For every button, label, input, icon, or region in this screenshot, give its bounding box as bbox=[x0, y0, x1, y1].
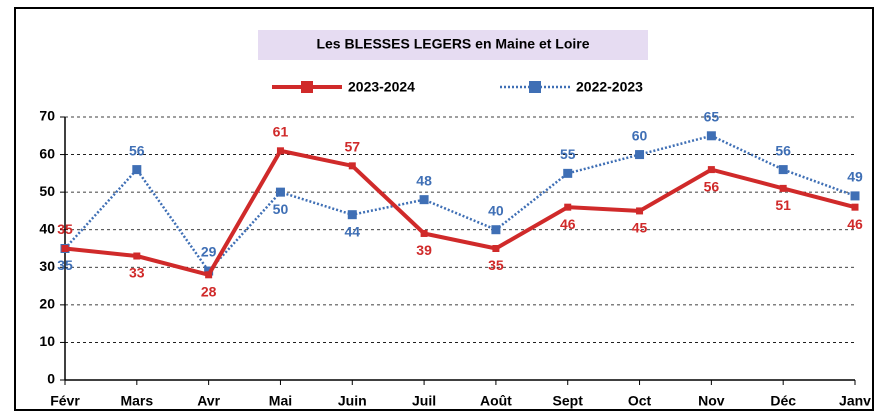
point-marker bbox=[850, 191, 860, 201]
x-tick-label: Avr bbox=[197, 393, 220, 409]
point-marker bbox=[851, 203, 859, 211]
x-tick-label: Août bbox=[480, 393, 512, 409]
legend-marker bbox=[301, 81, 313, 93]
x-tick-label: Nov bbox=[698, 393, 725, 409]
series-line bbox=[64, 148, 856, 278]
data-label: 46 bbox=[560, 216, 576, 232]
data-label: 44 bbox=[344, 223, 360, 239]
data-label: 56 bbox=[129, 142, 145, 158]
data-label: 35 bbox=[57, 221, 73, 237]
x-tick-label: Déc bbox=[770, 393, 796, 409]
data-label: 56 bbox=[775, 142, 791, 158]
point-marker bbox=[347, 210, 357, 220]
data-label: 51 bbox=[775, 197, 791, 213]
point-marker bbox=[348, 162, 356, 170]
x-tick-label: Mars bbox=[120, 393, 153, 409]
x-tick-label: Févr bbox=[50, 393, 80, 409]
data-label: 61 bbox=[273, 124, 289, 140]
data-label: 39 bbox=[416, 242, 432, 258]
data-label: 49 bbox=[847, 169, 863, 185]
y-tick-label: 40 bbox=[39, 220, 55, 236]
x-tick-label: Sept bbox=[553, 393, 584, 409]
point-marker bbox=[563, 168, 573, 178]
data-label: 35 bbox=[488, 257, 504, 273]
data-label: 46 bbox=[847, 216, 863, 232]
x-tick-label: Oct bbox=[628, 393, 652, 409]
data-label: 55 bbox=[560, 146, 576, 162]
point-marker bbox=[420, 229, 428, 237]
legend-marker bbox=[529, 81, 541, 93]
point-marker bbox=[133, 252, 141, 260]
y-tick-label: 30 bbox=[39, 258, 55, 274]
data-label: 40 bbox=[488, 202, 504, 218]
data-label: 29 bbox=[201, 244, 217, 260]
data-label: 50 bbox=[273, 201, 289, 217]
y-tick-label: 60 bbox=[39, 145, 55, 161]
series-line bbox=[64, 134, 856, 274]
legend-label: 2022-2023 bbox=[576, 79, 643, 95]
data-label: 65 bbox=[704, 108, 720, 124]
point-marker bbox=[564, 203, 572, 211]
y-tick-label: 20 bbox=[39, 296, 55, 312]
x-tick-label: Juil bbox=[412, 393, 436, 409]
data-label: 28 bbox=[201, 284, 217, 300]
y-tick-label: 70 bbox=[39, 108, 55, 124]
point-marker bbox=[491, 225, 501, 235]
point-marker bbox=[61, 245, 69, 252]
point-marker bbox=[276, 147, 284, 155]
data-label: 35 bbox=[57, 257, 73, 273]
point-marker bbox=[778, 165, 788, 175]
chart-title: Les BLESSES LEGERS en Maine et Loire bbox=[316, 36, 589, 52]
x-tick-label: Mai bbox=[269, 393, 292, 409]
point-marker bbox=[205, 271, 213, 279]
data-label: 57 bbox=[344, 139, 360, 155]
data-label: 48 bbox=[416, 172, 432, 188]
data-label: 33 bbox=[129, 265, 145, 281]
point-marker bbox=[275, 187, 285, 197]
y-tick-label: 0 bbox=[47, 371, 55, 387]
x-tick-label: Juin bbox=[338, 393, 367, 409]
title-box bbox=[258, 30, 648, 60]
data-label: 45 bbox=[632, 220, 648, 236]
data-label: 56 bbox=[704, 178, 720, 194]
point-marker bbox=[707, 166, 715, 174]
point-marker bbox=[492, 245, 500, 252]
data-label: 60 bbox=[632, 127, 648, 143]
point-marker bbox=[706, 131, 716, 141]
legend-label: 2023-2024 bbox=[348, 79, 415, 95]
point-marker bbox=[779, 184, 787, 192]
y-tick-label: 50 bbox=[39, 183, 55, 199]
x-tick-label: Janv bbox=[839, 393, 871, 409]
y-tick-label: 10 bbox=[39, 333, 55, 349]
point-marker bbox=[635, 150, 645, 160]
point-marker bbox=[636, 207, 644, 215]
point-marker bbox=[419, 195, 429, 205]
point-marker bbox=[132, 165, 142, 175]
